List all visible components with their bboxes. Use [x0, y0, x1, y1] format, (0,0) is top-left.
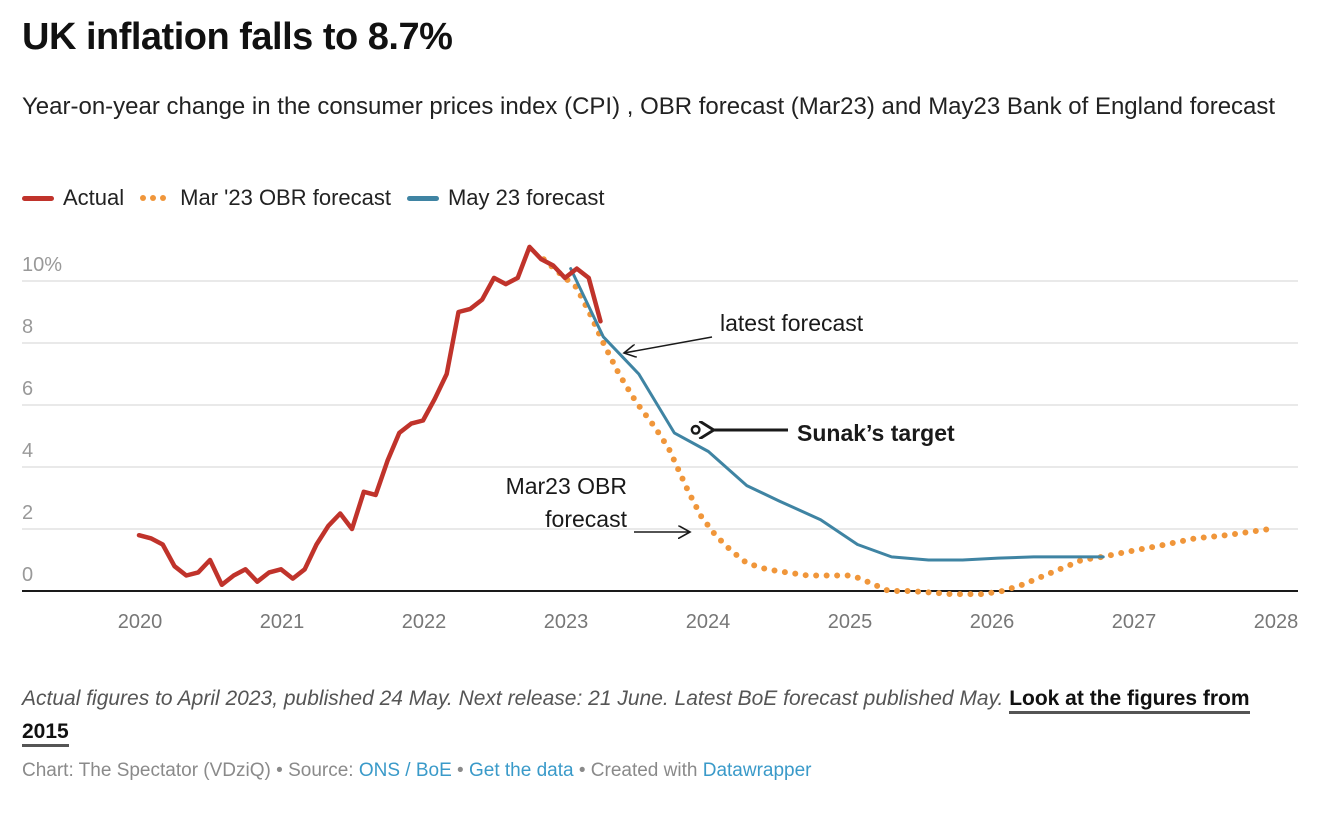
annotation-latest-forecast: latest forecast — [720, 310, 864, 336]
y-tick-label: 6 — [22, 378, 33, 400]
legend-item-obr-forecast: Mar '23 OBR forecast — [140, 185, 391, 211]
chart-credit: Chart: The Spectator (VDziQ) — [22, 760, 271, 781]
series-line-mar-23-obr-forecast — [540, 256, 1273, 598]
x-tick-label: 2027 — [1112, 611, 1157, 633]
legend-label: May 23 forecast — [447, 185, 605, 210]
legend: Actual Mar '23 OBR forecast May 23 forec… — [22, 185, 621, 211]
annotation-obr-line2: forecast — [545, 506, 627, 532]
sunak-target-marker — [690, 424, 701, 435]
gridlines — [22, 280, 1298, 592]
x-tick-label: 2028 — [1254, 611, 1299, 633]
datawrapper-link[interactable]: Datawrapper — [702, 760, 812, 781]
y-tick-label: 10% — [22, 254, 62, 276]
legend-label: Mar '23 OBR forecast — [180, 185, 391, 210]
arrow-latest-forecast — [624, 336, 713, 353]
get-the-data-link[interactable]: Get the data — [468, 760, 574, 781]
legend-label: Actual — [63, 185, 125, 210]
series-line-actual — [136, 244, 603, 588]
x-axis: 2020 2021 2022 2023 2024 2025 2026 2027 2028 — [118, 611, 1299, 633]
y-tick-label: 2 — [22, 502, 33, 524]
figures-from-2015-link[interactable]: Look at the figures from 2015 — [22, 687, 1250, 747]
legend-item-may-forecast: May 23 forecast — [406, 185, 605, 211]
x-tick-label: 2021 — [260, 611, 305, 633]
x-tick-label: 2024 — [686, 611, 731, 633]
legend-swatch-obr — [140, 195, 170, 201]
x-tick-label: 2025 — [828, 611, 873, 633]
y-axis: 10% 8 6 4 2 0 — [22, 254, 62, 586]
series-group — [136, 244, 1273, 598]
x-tick-label: 2022 — [402, 611, 447, 633]
annotation-sunak-target: Sunak’s target — [797, 420, 955, 446]
chart-notes: Actual figures to April 2023, published … — [22, 682, 1282, 748]
source-prefix: Source: — [288, 760, 354, 781]
legend-swatch-actual — [22, 195, 54, 201]
annotation-obr-line1: Mar23 OBR — [506, 473, 627, 499]
source-link[interactable]: ONS / BoE — [358, 760, 452, 781]
footer: Chart: The Spectator (VDziQ) • Source: O… — [22, 760, 812, 782]
series-line-may-23-forecast — [569, 267, 1105, 562]
x-tick-label: 2020 — [118, 611, 163, 633]
y-tick-label: 8 — [22, 316, 33, 338]
x-tick-label: 2026 — [970, 611, 1015, 633]
y-tick-label: 4 — [22, 440, 33, 462]
legend-item-actual: Actual — [22, 185, 124, 211]
chart-title: UK inflation falls to 8.7% — [22, 16, 453, 58]
created-prefix: Created with — [590, 760, 698, 781]
separator: • — [457, 760, 464, 781]
notes-text: Actual figures to April 2023, published … — [22, 687, 1004, 710]
separator: • — [578, 760, 586, 781]
legend-swatch-may — [406, 195, 439, 201]
chart-subtitle: Year-on-year change in the consumer pric… — [22, 93, 1276, 120]
y-tick-label: 0 — [22, 564, 33, 586]
annotations: latest forecast Sunak’s target Mar23 OBR… — [506, 310, 955, 532]
x-tick-label: 2023 — [544, 611, 589, 633]
separator: • — [276, 760, 283, 781]
